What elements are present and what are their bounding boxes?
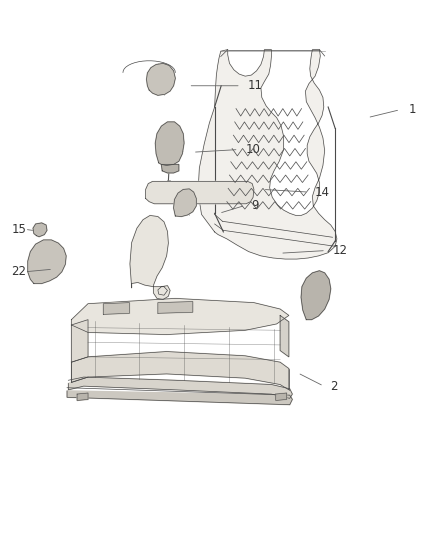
Text: 14: 14 [315,185,330,199]
Text: 1: 1 [409,103,417,116]
Text: 10: 10 [245,143,260,156]
Text: 11: 11 [247,79,262,92]
Text: 2: 2 [330,379,338,393]
Polygon shape [68,377,292,398]
Polygon shape [147,63,175,95]
Polygon shape [276,393,287,400]
Text: 15: 15 [12,223,26,236]
Polygon shape [67,391,292,405]
Polygon shape [71,352,289,390]
Text: 22: 22 [12,265,27,278]
Polygon shape [71,298,289,335]
Polygon shape [103,303,130,314]
Polygon shape [158,302,193,313]
Text: 9: 9 [252,199,259,212]
Polygon shape [280,316,289,357]
Polygon shape [71,320,88,362]
Text: 12: 12 [332,244,347,257]
Polygon shape [28,240,66,284]
Polygon shape [155,122,184,165]
Polygon shape [33,223,47,237]
Polygon shape [173,189,196,216]
Polygon shape [77,393,88,400]
Polygon shape [146,181,254,204]
Polygon shape [198,50,337,259]
Polygon shape [130,215,170,300]
Polygon shape [301,271,331,320]
Polygon shape [161,165,179,173]
